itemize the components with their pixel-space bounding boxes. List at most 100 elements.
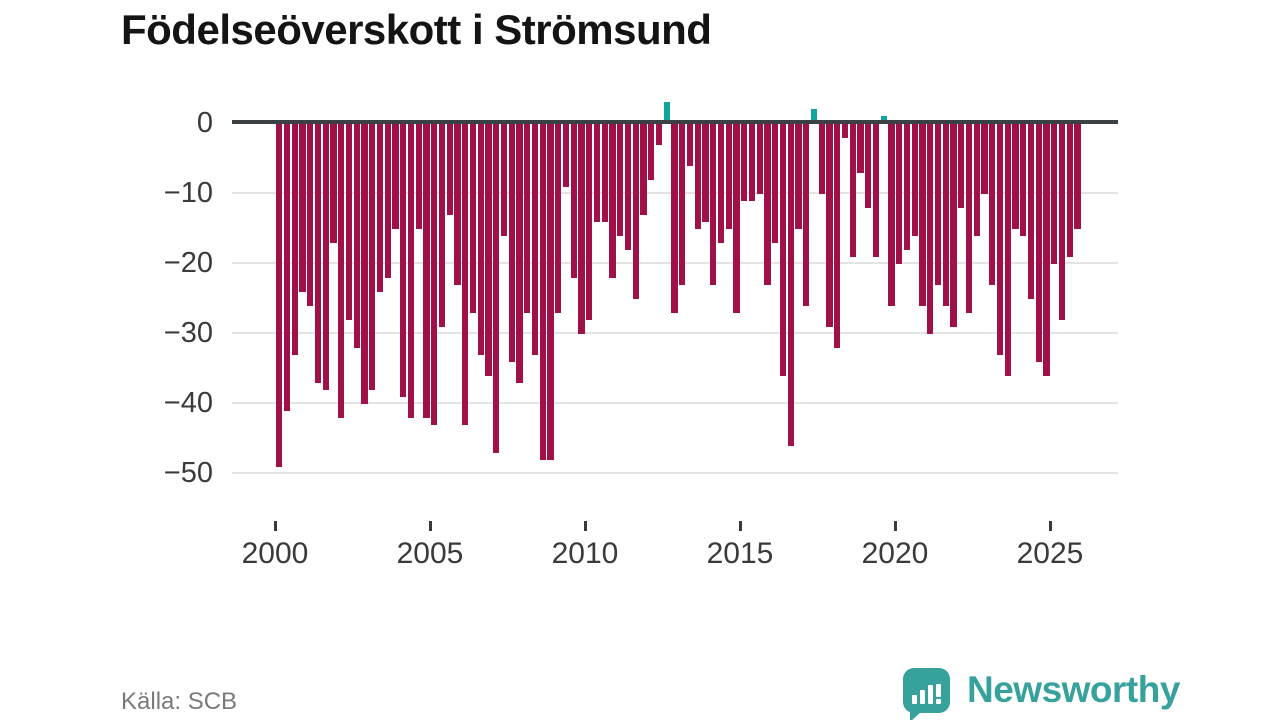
bar[interactable] [911,124,918,236]
bar[interactable] [1012,124,1019,229]
bar[interactable] [1027,124,1035,299]
bar[interactable] [624,124,632,250]
bar[interactable] [865,124,872,208]
bar[interactable] [1066,124,1073,257]
bar[interactable] [686,124,694,166]
bar[interactable] [307,124,314,306]
bar[interactable] [1020,124,1027,236]
bar[interactable] [896,124,903,264]
bar[interactable] [710,124,717,285]
bar[interactable] [376,124,384,292]
bar[interactable] [299,124,306,292]
bar[interactable] [353,124,360,348]
bar[interactable] [632,124,639,299]
bar[interactable] [818,124,825,194]
bar[interactable] [702,124,709,222]
bar[interactable] [407,124,415,418]
bar[interactable] [803,124,810,306]
bar[interactable] [500,124,508,236]
bar[interactable] [965,124,973,313]
bar[interactable] [423,124,430,418]
bar[interactable] [562,124,570,187]
bar[interactable] [942,124,949,306]
bar[interactable] [888,124,895,306]
bar[interactable] [787,124,794,446]
bar[interactable] [438,124,446,327]
bar[interactable] [834,124,841,348]
bar[interactable] [849,124,856,257]
bar[interactable] [826,124,833,327]
bar[interactable] [539,124,546,460]
bar[interactable] [617,124,624,236]
bar[interactable] [996,124,1004,355]
bar[interactable] [276,124,283,467]
bar[interactable] [547,124,554,460]
bar[interactable] [981,124,988,194]
bar[interactable] [291,124,298,355]
bar[interactable] [1051,124,1058,264]
bar[interactable] [1074,124,1081,229]
bar[interactable] [586,124,593,320]
bar[interactable] [810,109,818,123]
bar[interactable] [779,124,787,376]
bar[interactable] [934,124,942,285]
bar[interactable] [322,124,329,390]
bar[interactable] [725,124,732,229]
bar[interactable] [950,124,957,327]
bar[interactable] [431,124,438,425]
bar[interactable] [477,124,484,355]
bar[interactable] [555,124,562,313]
bar[interactable] [609,124,616,278]
bar[interactable] [1004,124,1011,376]
bar[interactable] [392,124,399,229]
bar[interactable] [772,124,779,243]
bar[interactable] [903,124,911,250]
bar[interactable] [919,124,926,306]
bar[interactable] [508,124,515,362]
bar[interactable] [748,124,756,201]
bar[interactable] [655,124,663,145]
bar[interactable] [663,102,670,123]
bar[interactable] [330,124,337,243]
bar[interactable] [454,124,461,285]
bar[interactable] [531,124,539,355]
bar[interactable] [361,124,368,404]
bar[interactable] [369,124,376,390]
bar[interactable] [578,124,585,334]
bar[interactable] [570,124,577,278]
bar[interactable] [717,124,725,243]
bar[interactable] [516,124,523,383]
bar[interactable] [345,124,353,320]
bar[interactable] [446,124,453,215]
bar[interactable] [741,124,748,201]
bar[interactable] [927,124,934,334]
bar[interactable] [880,116,887,123]
bar[interactable] [857,124,864,173]
bar[interactable] [640,124,647,215]
bar[interactable] [524,124,531,313]
bar[interactable] [400,124,407,397]
bar[interactable] [338,124,345,418]
bar[interactable] [733,124,740,313]
bar[interactable] [958,124,965,208]
bar[interactable] [593,124,601,222]
bar[interactable] [989,124,996,285]
bar[interactable] [973,124,980,236]
bar[interactable] [384,124,391,278]
bar[interactable] [1035,124,1042,362]
bar[interactable] [756,124,763,194]
bar[interactable] [283,124,291,411]
bar[interactable] [872,124,880,257]
bar[interactable] [601,124,608,222]
bar[interactable] [764,124,771,285]
bar[interactable] [1058,124,1066,320]
bar[interactable] [841,124,849,138]
bar[interactable] [694,124,701,229]
bar[interactable] [314,124,322,383]
bar[interactable] [469,124,477,313]
bar[interactable] [648,124,655,180]
bar[interactable] [462,124,469,425]
bar[interactable] [1043,124,1050,376]
bar[interactable] [415,124,422,229]
bar[interactable] [493,124,500,453]
